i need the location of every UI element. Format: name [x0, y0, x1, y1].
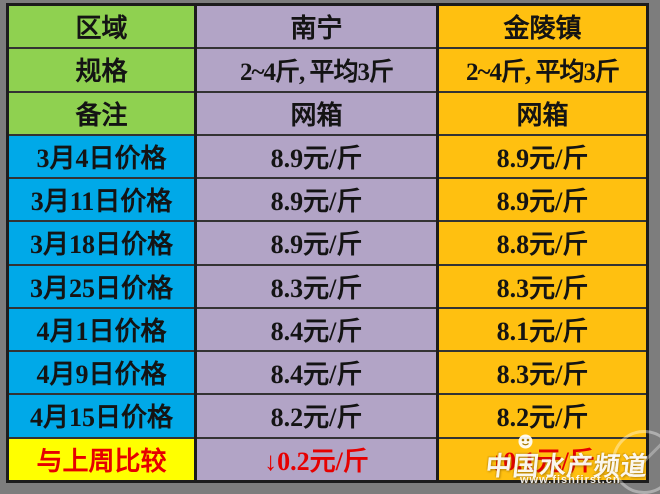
cell-spec-nanning: 2~4斤, 平均3斤 [194, 47, 439, 93]
cell-date-mar11: 3月11日价格 [6, 177, 197, 223]
cell-price-mar11-nanning: 8.9元/斤 [194, 177, 439, 223]
table-row-price-mar25: 3月25日价格 8.3元/斤 8.3元/斤 [6, 263, 649, 309]
cell-price-mar25-jinling: 8.3元/斤 [436, 263, 649, 309]
cell-price-apr15-nanning: 8.2元/斤 [194, 393, 439, 439]
cell-date-apr9: 4月9日价格 [6, 350, 197, 396]
cell-date-apr1: 4月1日价格 [6, 306, 197, 353]
table-row-week-compare: 与上周比较 ↓0.2元/斤 ↓0.1元/斤 [6, 436, 649, 483]
cell-region-label: 区域 [6, 3, 197, 50]
cell-price-mar4-nanning: 8.9元/斤 [194, 133, 439, 180]
table-row-price-mar4: 3月4日价格 8.9元/斤 8.9元/斤 [6, 133, 649, 180]
table-row-price-apr15: 4月15日价格 8.2元/斤 8.2元/斤 [6, 393, 649, 439]
table-row-spec: 规格 2~4斤, 平均3斤 2~4斤, 平均3斤 [6, 47, 649, 93]
cell-spec-jinling: 2~4斤, 平均3斤 [436, 47, 649, 93]
cell-price-apr9-nanning: 8.4元/斤 [194, 350, 439, 396]
cell-date-apr15: 4月15日价格 [6, 393, 197, 439]
table-row-note: 备注 网箱 网箱 [6, 90, 649, 136]
cell-compare-jinling: ↓0.1元/斤 [436, 436, 649, 483]
cell-price-apr1-nanning: 8.4元/斤 [194, 306, 439, 353]
cell-note-label: 备注 [6, 90, 197, 136]
cell-date-mar18: 3月18日价格 [6, 220, 197, 266]
cell-note-nanning: 网箱 [194, 90, 439, 136]
cell-price-apr15-jinling: 8.2元/斤 [436, 393, 649, 439]
cell-date-mar4: 3月4日价格 [6, 133, 197, 180]
table-row-price-apr9: 4月9日价格 8.4元/斤 8.3元/斤 [6, 350, 649, 396]
cell-spec-label: 规格 [6, 47, 197, 93]
cell-region-nanning: 南宁 [194, 3, 439, 50]
table-row-price-mar18: 3月18日价格 8.9元/斤 8.8元/斤 [6, 220, 649, 266]
price-table: 区域 南宁 金陵镇 规格 2~4斤, 平均3斤 2~4斤, 平均3斤 备注 网箱… [6, 3, 649, 483]
cell-price-mar4-jinling: 8.9元/斤 [436, 133, 649, 180]
cell-price-apr1-jinling: 8.1元/斤 [436, 306, 649, 353]
table-row-price-apr1: 4月1日价格 8.4元/斤 8.1元/斤 [6, 306, 649, 353]
table-row-price-mar11: 3月11日价格 8.9元/斤 8.9元/斤 [6, 177, 649, 223]
cell-price-mar18-jinling: 8.8元/斤 [436, 220, 649, 266]
cell-note-jinling: 网箱 [436, 90, 649, 136]
cell-region-jinling: 金陵镇 [436, 3, 649, 50]
cell-price-apr9-jinling: 8.3元/斤 [436, 350, 649, 396]
table-row-region: 区域 南宁 金陵镇 [6, 3, 649, 50]
cell-price-mar18-nanning: 8.9元/斤 [194, 220, 439, 266]
cell-compare-nanning: ↓0.2元/斤 [194, 436, 439, 483]
cell-compare-label: 与上周比较 [6, 436, 197, 483]
cell-date-mar25: 3月25日价格 [6, 263, 197, 309]
cell-price-mar25-nanning: 8.3元/斤 [194, 263, 439, 309]
cell-price-mar11-jinling: 8.9元/斤 [436, 177, 649, 223]
fish-price-table: 区域 南宁 金陵镇 规格 2~4斤, 平均3斤 2~4斤, 平均3斤 备注 网箱… [6, 3, 649, 483]
